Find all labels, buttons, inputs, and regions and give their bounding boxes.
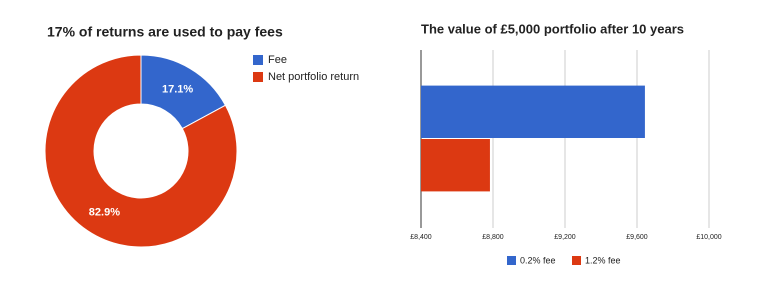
x-tick-label: £8,400 <box>410 234 432 241</box>
x-tick-label: £9,200 <box>554 234 576 241</box>
x-tick-label: £10,000 <box>696 234 721 241</box>
legend-swatch <box>507 256 516 265</box>
legend-swatch <box>253 55 263 65</box>
pie-title: 17% of returns are used to pay fees <box>47 24 283 40</box>
x-tick-label: £9,600 <box>626 234 648 241</box>
legend-label: 0.2% fee <box>520 255 556 265</box>
legend-label: Net portfolio return <box>268 71 359 83</box>
bar <box>421 85 645 138</box>
legend-label: Fee <box>268 54 287 66</box>
bar-title: The value of £5,000 portfolio after 10 y… <box>421 21 684 36</box>
slice-label: 82.9% <box>89 206 120 218</box>
pie-slice <box>44 54 238 248</box>
slice-label: 17.1% <box>162 83 193 95</box>
x-tick-label: £8,800 <box>482 234 504 241</box>
bar <box>421 139 490 192</box>
legend-swatch <box>253 72 263 82</box>
legend-swatch <box>572 256 581 265</box>
legend-label: 1.2% fee <box>585 255 621 265</box>
